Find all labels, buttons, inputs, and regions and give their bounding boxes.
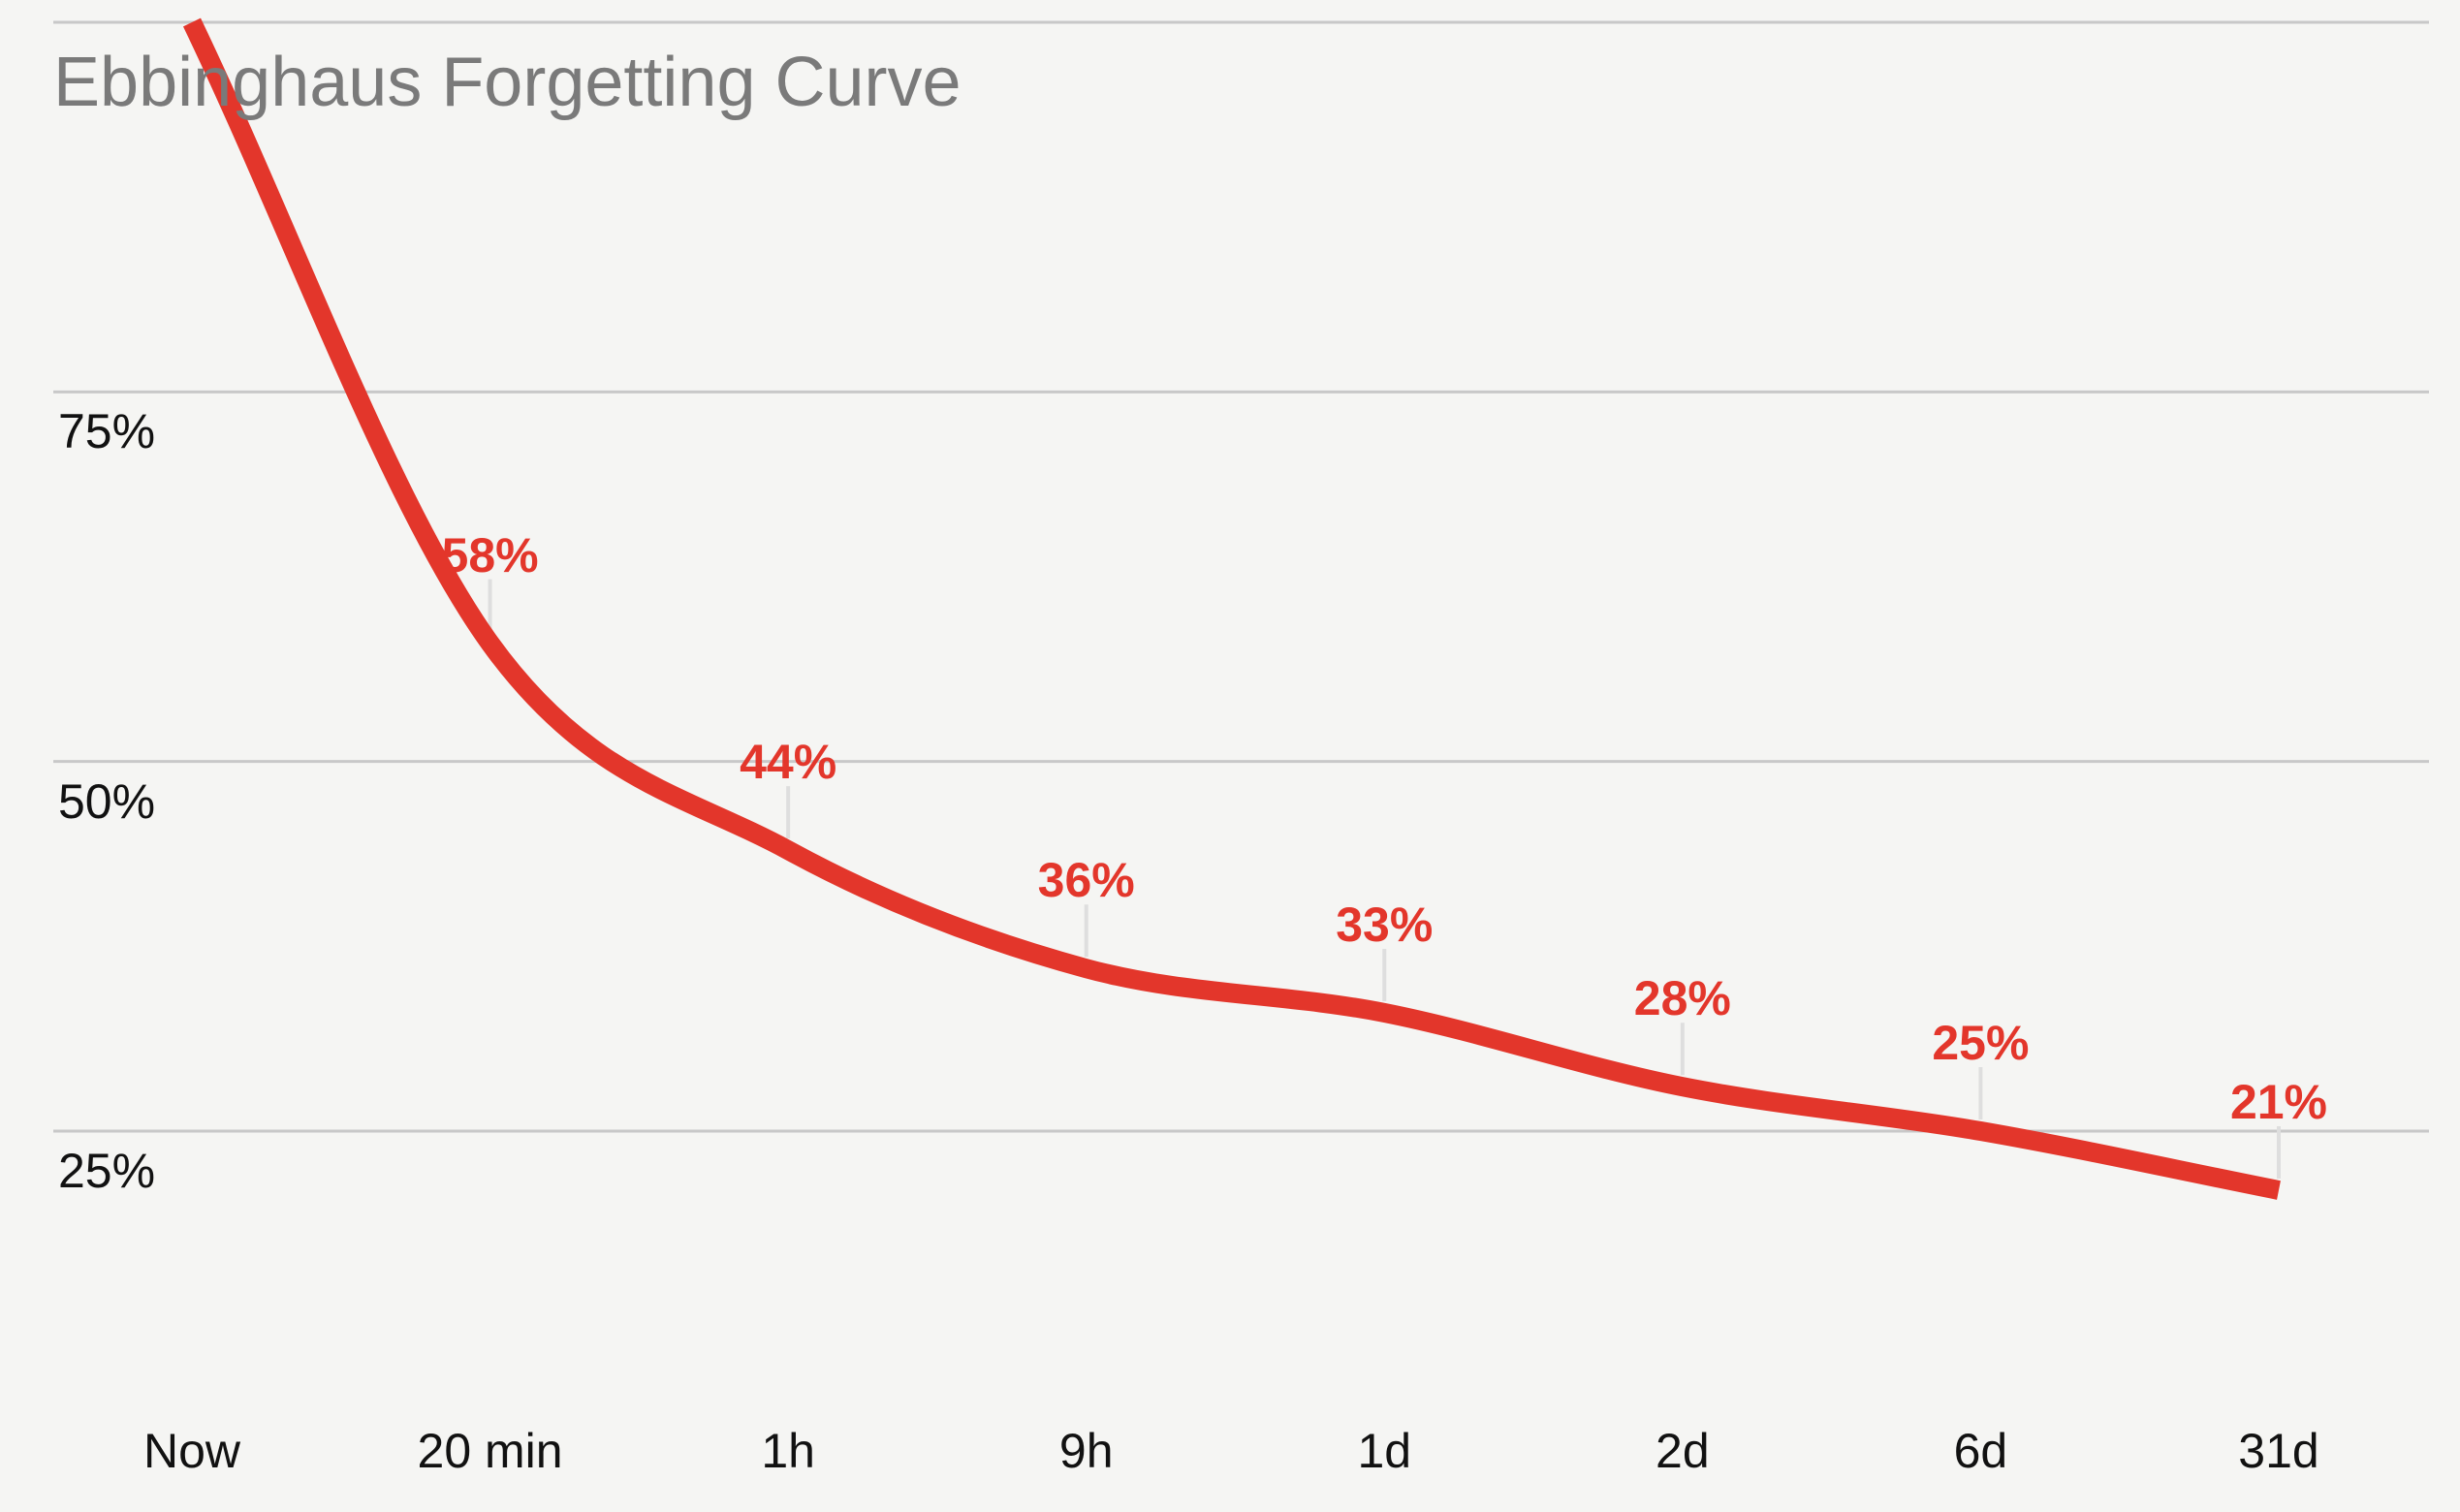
data-label: 21% [2229,1075,2328,1129]
data-label: 33% [1336,897,1434,952]
x-axis-label: Now [142,1424,241,1478]
chart-title: Ebbinghaus Forgetting Curve [53,44,962,121]
x-axis-label: 1d [1357,1424,1412,1478]
y-axis-label: 75% [58,404,156,459]
x-axis-label: 6d [1953,1424,2008,1478]
data-label: 25% [1932,1015,2030,1070]
label-connector-lines [488,579,2281,1180]
x-axis-label: 9h [1058,1424,1114,1478]
y-axis-label: 25% [58,1143,156,1198]
y-axis-label: 50% [58,773,156,829]
data-label: 28% [1633,971,1731,1026]
x-axis-label: 1h [761,1424,815,1478]
forgetting-curve-line [182,17,2281,1200]
x-axis-label: 2d [1656,1424,1710,1478]
x-axis-label: 31d [2238,1424,2319,1478]
data-label: 44% [740,735,837,790]
data-label: 36% [1037,853,1135,908]
data-label: 58% [441,527,539,583]
x-axis-label: 20 min [417,1424,563,1478]
gridlines [53,20,2429,1133]
